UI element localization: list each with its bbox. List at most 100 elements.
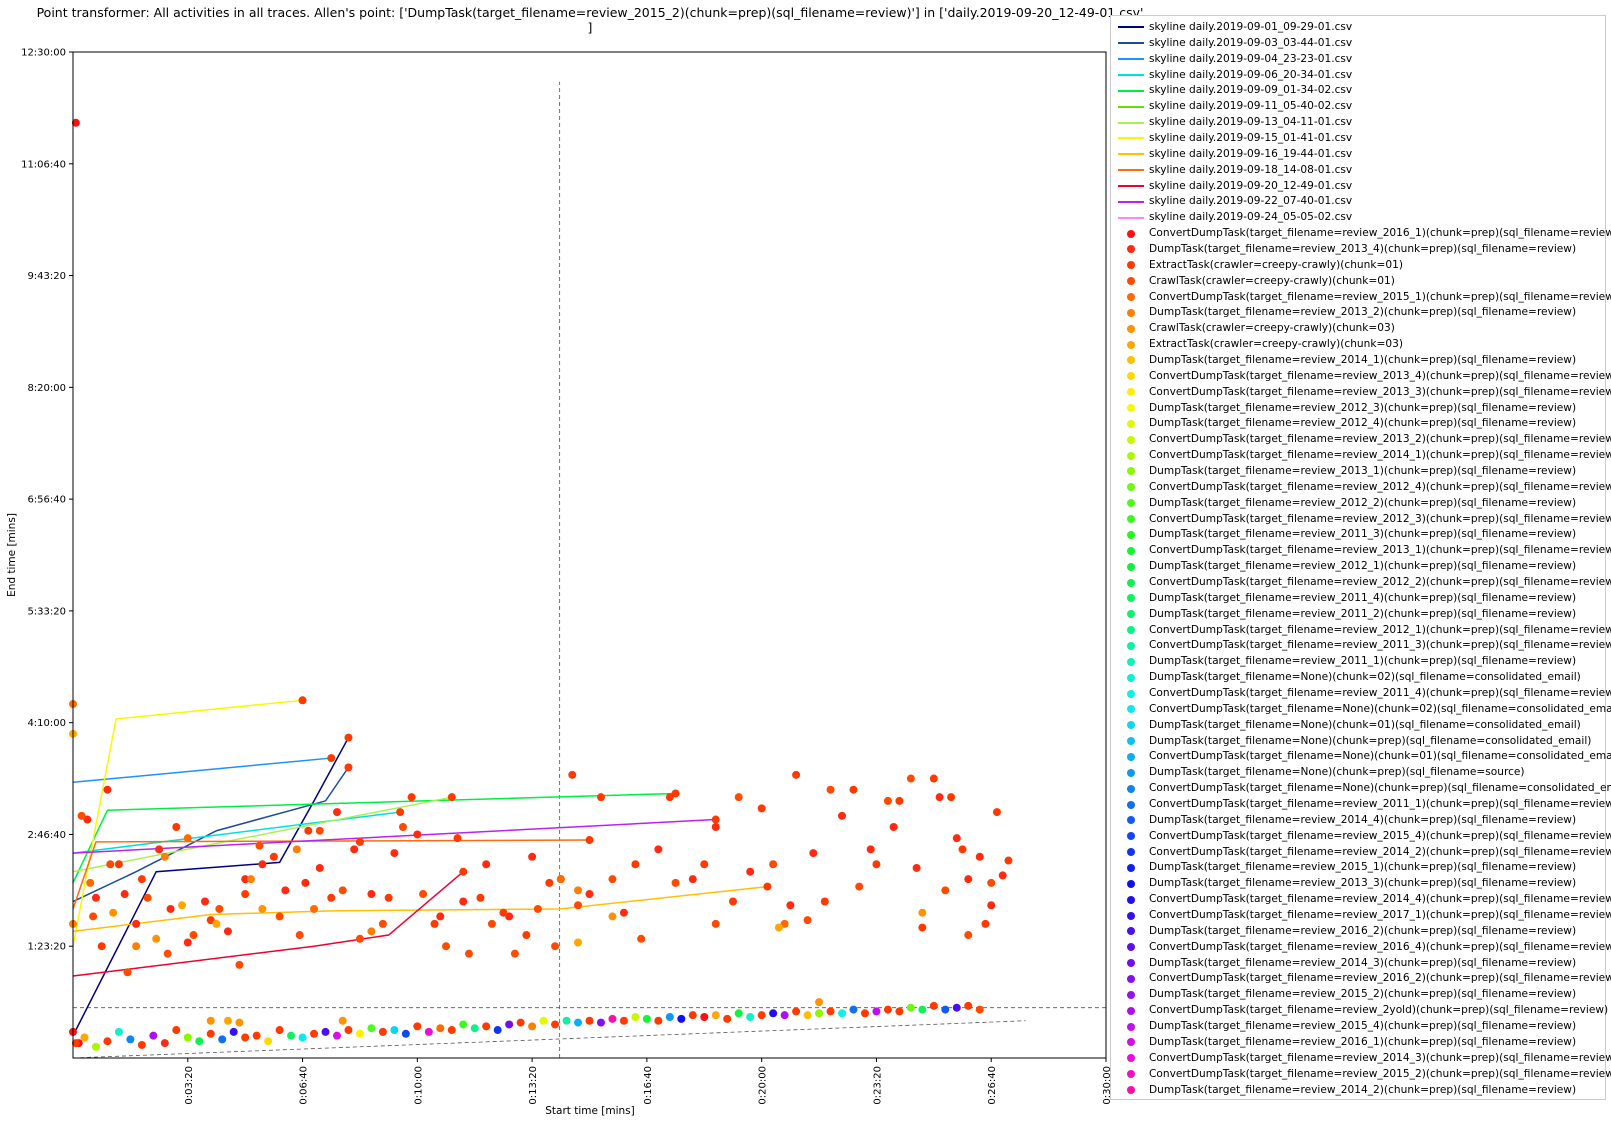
x-tick-label-8: 0:30:00 xyxy=(1102,1066,1113,1105)
scatter-point-s3-7 xyxy=(215,904,224,913)
scatter-point-s2-21 xyxy=(665,793,674,802)
legend-label: DumpTask(target_filename=review_2015_1)(… xyxy=(1149,861,1577,874)
x-tick-label-6: 0:23:20 xyxy=(872,1066,883,1105)
cluster-point-36 xyxy=(482,1022,491,1031)
legend-entry-38: ConvertDumpTask(target_filename=review_2… xyxy=(1115,622,1611,638)
cluster-point-38 xyxy=(505,1020,514,1029)
scatter-point-s7-3 xyxy=(223,1016,232,1025)
scatter-point-s1-23 xyxy=(505,912,514,921)
legend-label: ConvertDumpTask(target_filename=review_2… xyxy=(1149,544,1611,557)
legend-marker-swatch xyxy=(1115,717,1147,732)
legend-label: skyline daily.2019-09-09_01-34-02.csv xyxy=(1149,84,1353,97)
scatter-point-s1-7 xyxy=(183,938,192,947)
scatter-point-s1-9 xyxy=(223,927,232,936)
legend-entry-10: skyline daily.2019-09-20_12-49-01.csv xyxy=(1115,178,1601,194)
cluster-point-37 xyxy=(493,1026,502,1035)
scatter-point-s2-0 xyxy=(97,942,106,951)
cluster-point-11 xyxy=(195,1037,204,1046)
legend-label: skyline daily.2019-09-04_23-23-01.csv xyxy=(1149,52,1353,65)
legend-marker-swatch xyxy=(1115,844,1147,859)
skyline-line-8 xyxy=(72,885,768,933)
cluster-point-52 xyxy=(665,1013,674,1022)
cluster-point-63 xyxy=(792,1007,801,1016)
legend-label: ConvertDumpTask(target_filename=review_2… xyxy=(1149,845,1611,858)
y-tick-label-1: 2:46:40 xyxy=(27,830,66,841)
legend-line-swatch xyxy=(1115,67,1147,82)
cluster-point-8 xyxy=(160,1039,169,1048)
cluster-point-78 xyxy=(964,1001,973,1010)
legend-label: DumpTask(target_filename=review_2014_3)(… xyxy=(1149,956,1577,969)
legend-marker-swatch xyxy=(1115,860,1147,875)
legend-marker-swatch xyxy=(1115,812,1147,827)
scatter-point-s7-1 xyxy=(178,901,187,910)
legend-marker-swatch xyxy=(1115,654,1147,669)
scatter-point-s2-1 xyxy=(114,860,123,869)
legend-line-swatch xyxy=(1115,210,1147,225)
legend-label: ExtractTask(crawler=creepy-crawly)(chunk… xyxy=(1149,258,1403,271)
legend-marker-swatch xyxy=(1115,590,1147,605)
legend-entry-17: ConvertDumpTask(target_filename=review_2… xyxy=(1115,289,1611,305)
scatter-point-s2-17 xyxy=(545,878,554,887)
legend-entry-49: ConvertDumpTask(target_filename=review_2… xyxy=(1115,796,1611,812)
cluster-point-17 xyxy=(264,1037,273,1046)
legend-entry-16: CrawlTask(crawler=creepy-crawly)(chunk=0… xyxy=(1115,273,1601,289)
legend-entry-15: ExtractTask(crawler=creepy-crawly)(chunk… xyxy=(1115,257,1601,273)
legend-label: ConvertDumpTask(target_filename=review_2… xyxy=(1149,1004,1609,1017)
legend-label: DumpTask(target_filename=review_2015_4)(… xyxy=(1149,1020,1577,1033)
legend-entry-11: skyline daily.2019-09-22_07-40-01.csv xyxy=(1115,193,1601,209)
reference-line-diagonal xyxy=(72,1020,1026,1059)
legend-entry-66: ConvertDumpTask(target_filename=review_2… xyxy=(1115,1066,1611,1082)
legend-label: DumpTask(target_filename=review_2014_2)(… xyxy=(1149,1083,1577,1096)
cluster-point-53 xyxy=(677,1014,686,1023)
cluster-point-64 xyxy=(803,1011,812,1020)
scatter-point-s1-40 xyxy=(964,875,973,884)
legend-entry-54: DumpTask(target_filename=review_2013_3)(… xyxy=(1115,875,1601,891)
legend-label: skyline daily.2019-09-06_20-34-01.csv xyxy=(1149,68,1353,81)
legend-label: ConvertDumpTask(target_filename=review_2… xyxy=(1149,433,1611,446)
scatter-points xyxy=(69,118,1013,1051)
scatter-point-s2-22 xyxy=(700,860,709,869)
cluster-point-4 xyxy=(114,1027,123,1036)
legend-label: DumpTask(target_filename=review_2012_1)(… xyxy=(1149,560,1577,573)
legend-entry-45: DumpTask(target_filename=None)(chunk=pre… xyxy=(1115,733,1601,749)
legend-entry-36: DumpTask(target_filename=review_2011_4)(… xyxy=(1115,590,1601,606)
legend-marker-swatch xyxy=(1115,543,1147,558)
cluster-point-16 xyxy=(252,1031,261,1040)
cluster-point-13 xyxy=(218,1035,227,1044)
legend-label: DumpTask(target_filename=review_2014_1)(… xyxy=(1149,353,1577,366)
scatter-point-s2-27 xyxy=(849,785,858,794)
scatter-point-s1-2 xyxy=(103,785,112,794)
scatter-point-s1-6 xyxy=(166,904,175,913)
legend-marker-swatch xyxy=(1115,368,1147,383)
legend-marker-swatch xyxy=(1115,273,1147,288)
legend-label: ConvertDumpTask(target_filename=review_2… xyxy=(1149,227,1611,240)
legend-entry-8: skyline daily.2019-09-16_19-44-01.csv xyxy=(1115,146,1601,162)
legend-entry-28: DumpTask(target_filename=review_2013_1)(… xyxy=(1115,463,1601,479)
cluster-point-15 xyxy=(241,1033,250,1042)
scatter-point-s6-7 xyxy=(918,908,927,917)
legend-line-swatch xyxy=(1115,178,1147,193)
legend-label: DumpTask(target_filename=review_2011_1)(… xyxy=(1149,655,1577,668)
legend-marker-swatch xyxy=(1115,1034,1147,1049)
legend-marker-swatch xyxy=(1115,479,1147,494)
legend-marker-swatch xyxy=(1115,765,1147,780)
y-tick-label-4: 6:56:40 xyxy=(27,495,66,506)
legend-label: ConvertDumpTask(target_filename=review_2… xyxy=(1149,893,1611,906)
scatter-point-s1-8 xyxy=(200,897,209,906)
legend-entry-42: ConvertDumpTask(target_filename=review_2… xyxy=(1115,685,1611,701)
legend-marker-swatch xyxy=(1115,701,1147,716)
scatter-point-s1-14 xyxy=(315,863,324,872)
scatter-point-s3-26 xyxy=(637,934,646,943)
legend-label: ConvertDumpTask(target_filename=review_2… xyxy=(1149,687,1611,700)
scatter-point-s4-3 xyxy=(310,904,319,913)
legend-entry-24: DumpTask(target_filename=review_2012_3)(… xyxy=(1115,400,1601,416)
chart-title-line-1: Point transformer: All activities in all… xyxy=(37,5,1144,20)
legend-marker-swatch xyxy=(1115,686,1147,701)
scatter-point-s6-4 xyxy=(258,904,267,913)
cluster-point-48 xyxy=(619,1016,628,1025)
legend-label: ConvertDumpTask(target_filename=review_2… xyxy=(1149,1051,1611,1064)
legend-label: ConvertDumpTask(target_filename=review_2… xyxy=(1149,385,1611,398)
x-tick-label-3: 0:13:20 xyxy=(528,1066,539,1105)
legend-entry-26: ConvertDumpTask(target_filename=review_2… xyxy=(1115,431,1611,447)
legend-marker-swatch xyxy=(1115,781,1147,796)
